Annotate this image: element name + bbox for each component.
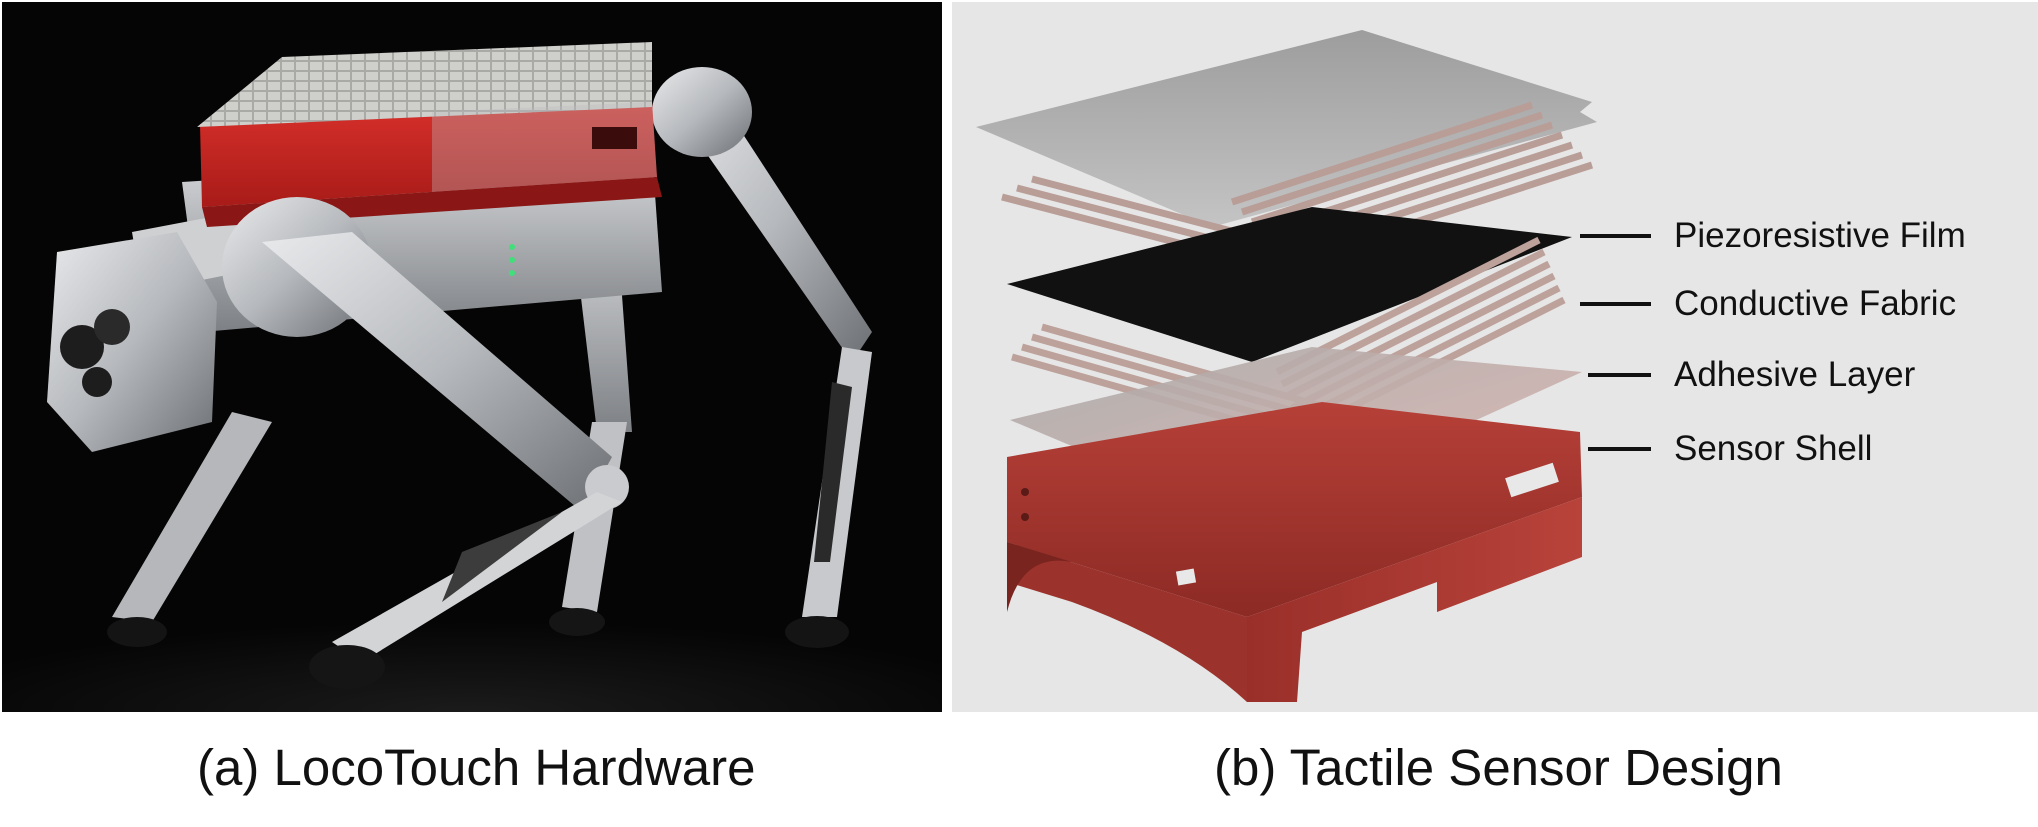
top-cover-sheet	[976, 30, 1597, 227]
tactile-sensor-shell	[200, 102, 657, 207]
robot-head	[47, 232, 217, 452]
robot-illustration	[2, 42, 942, 712]
label-piezoresistive-film: Piezoresistive Film	[1674, 216, 1966, 255]
robot-photo	[2, 2, 942, 712]
leader-line-adhesive	[1588, 373, 1651, 377]
label-sensor-shell: Sensor Shell	[1674, 429, 1873, 468]
front-upper-leg	[262, 232, 612, 512]
leader-line-piezoresistive	[1580, 234, 1651, 238]
piezoresistive-film-layer	[1007, 207, 1572, 362]
caption-tactile-sensor-design: (b) Tactile Sensor Design	[1214, 739, 1783, 796]
rear-upper-leg	[667, 97, 872, 362]
exploded-layers-illustration	[976, 30, 1597, 702]
label-conductive-fabric: Conductive Fabric	[1674, 284, 1957, 323]
leader-line-conductive	[1580, 302, 1651, 306]
sensor-shell-layer	[1007, 402, 1582, 702]
tactile-grid	[197, 42, 652, 127]
label-adhesive-layer: Adhesive Layer	[1674, 355, 1916, 394]
leader-line-shell	[1588, 447, 1651, 451]
caption-locotouch-hardware: (a) LocoTouch Hardware	[197, 739, 756, 796]
sensor-render	[952, 2, 2038, 712]
